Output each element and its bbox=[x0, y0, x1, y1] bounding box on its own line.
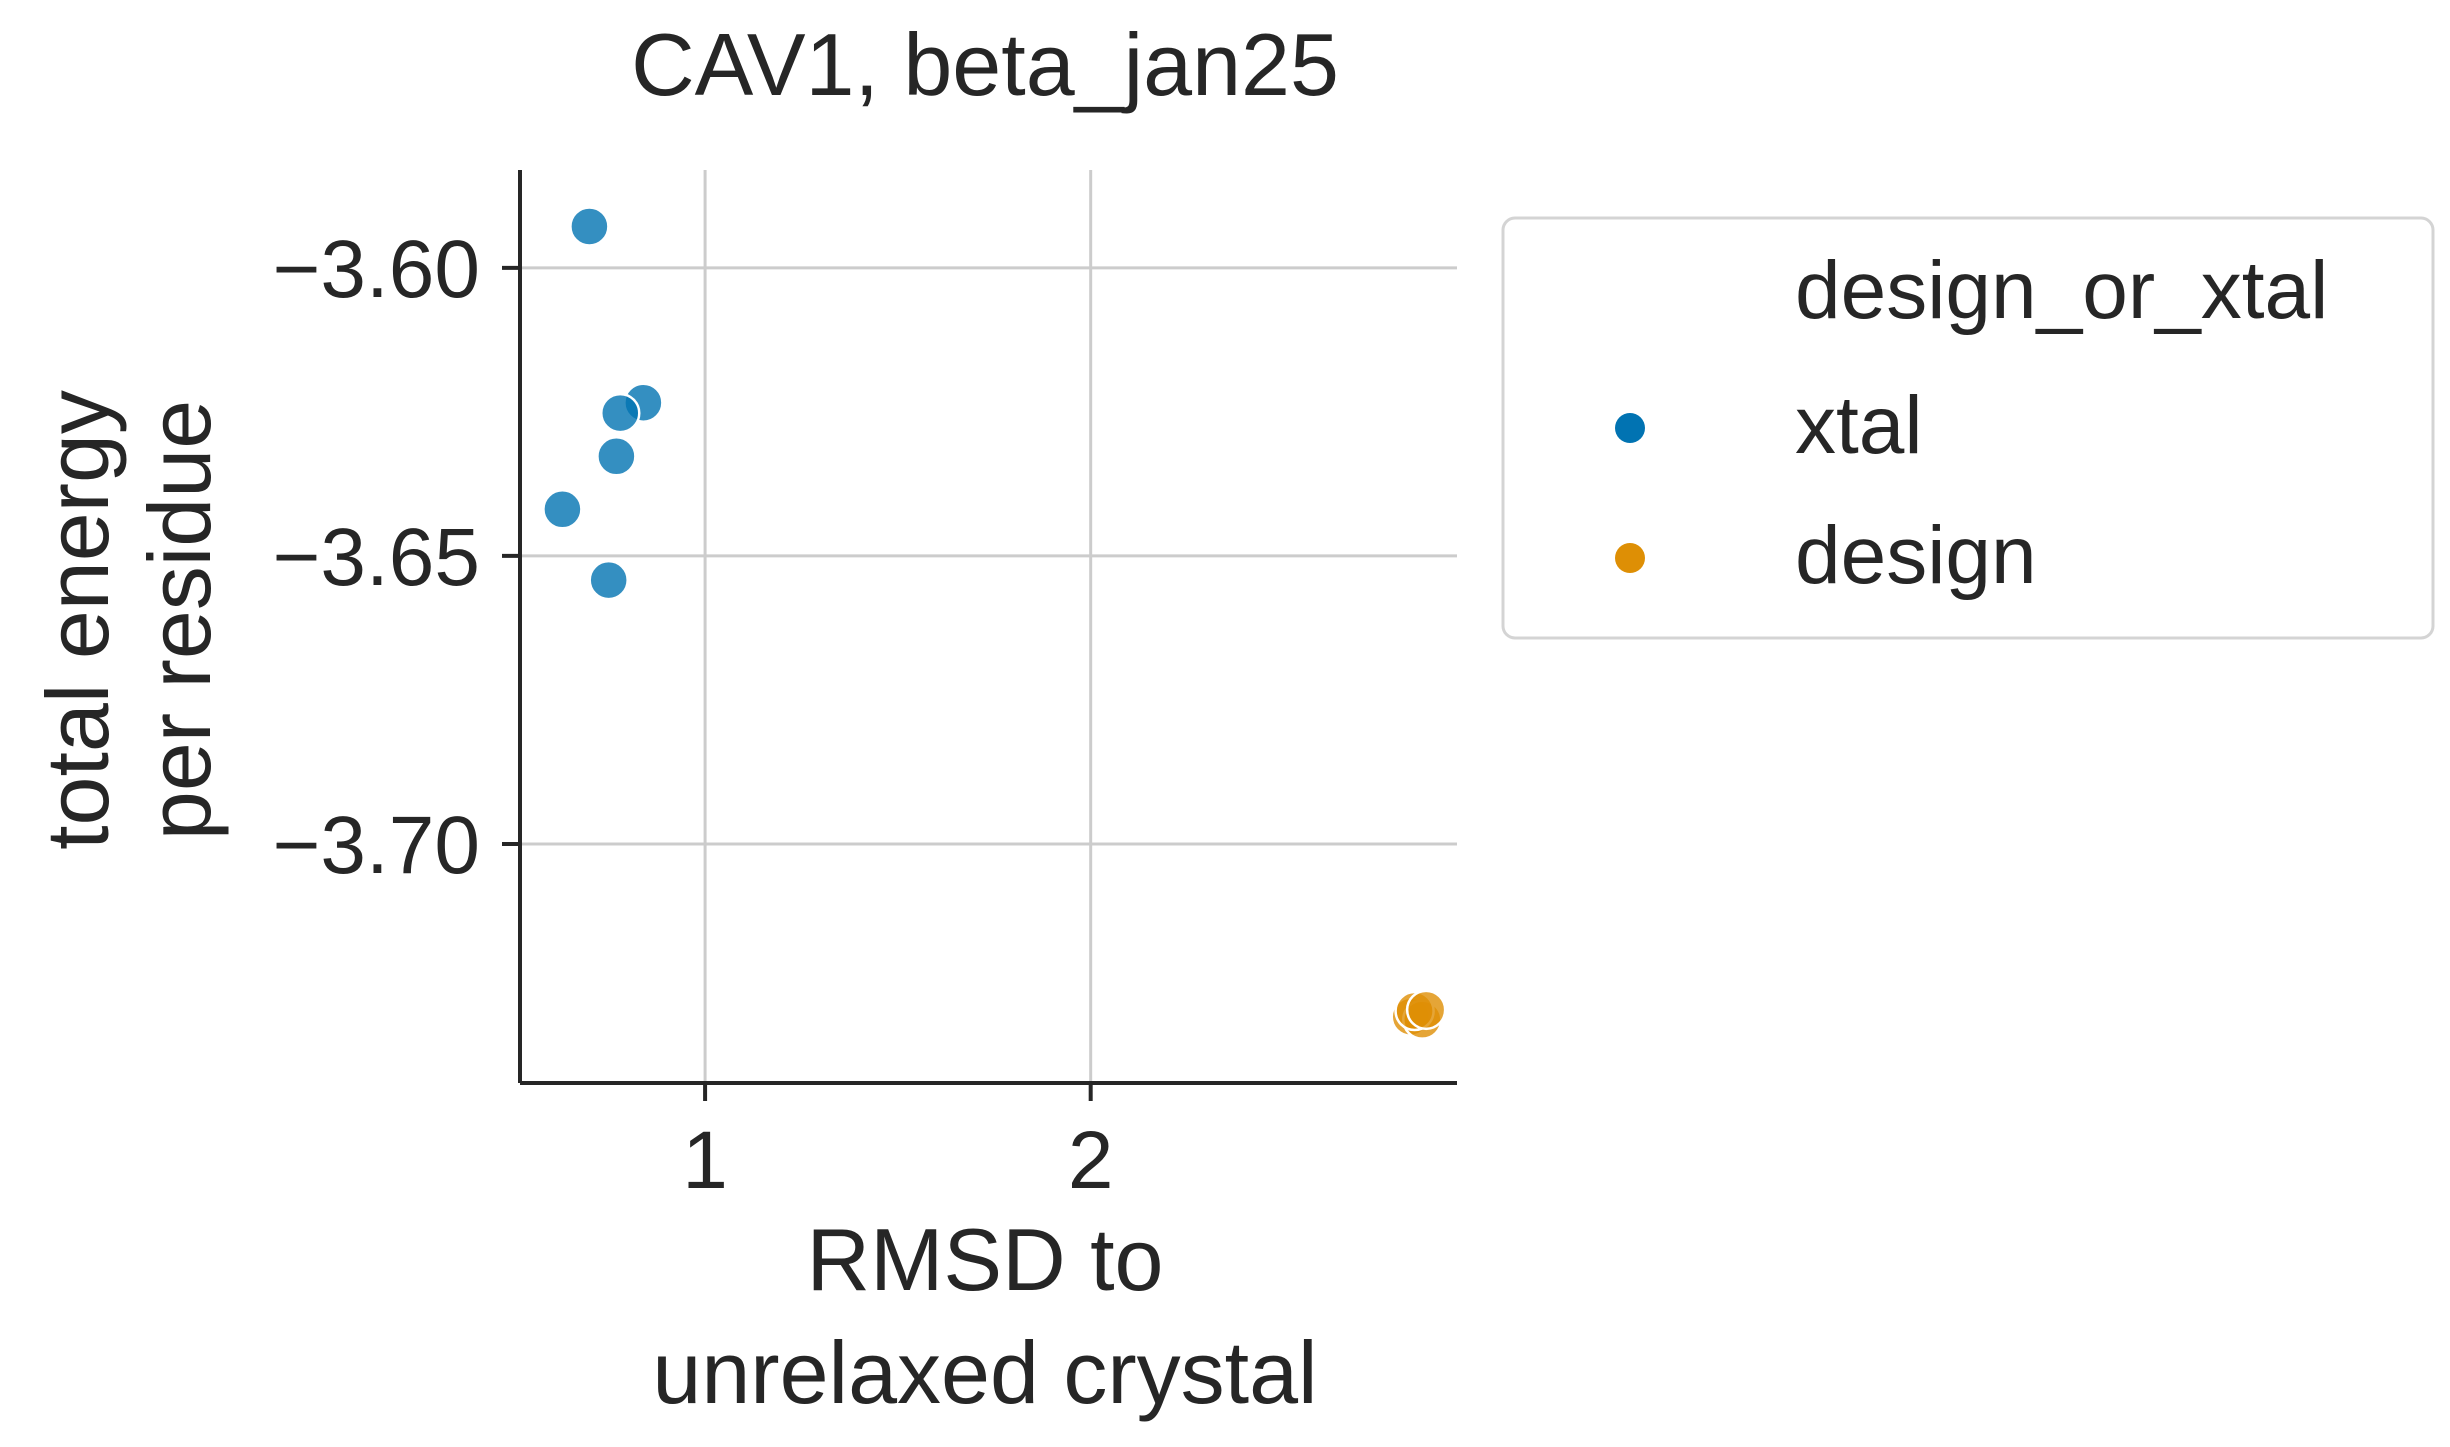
chart-title: CAV1, beta_jan25 bbox=[631, 15, 1339, 114]
legend-title: design_or_xtal bbox=[1795, 245, 2328, 336]
data-points bbox=[542, 206, 1447, 1040]
x-axis-label-line-2: unrelaxed crystal bbox=[652, 1323, 1317, 1422]
y-axis-label-line-1: total energy bbox=[28, 390, 127, 850]
axes bbox=[518, 170, 1457, 1085]
y-tick-label: −3.65 bbox=[273, 512, 480, 603]
grid bbox=[520, 170, 1457, 1083]
legend-label-design: design bbox=[1795, 510, 2037, 601]
legend: design_or_xtal xtal design bbox=[1501, 216, 2435, 640]
y-axis-label: total energy per residue bbox=[28, 390, 229, 850]
tick-labels: 1 2 −3.60 −3.65 −3.70 bbox=[273, 224, 1114, 1206]
x-tick-label: 1 bbox=[682, 1115, 728, 1206]
legend-frame bbox=[1501, 216, 2435, 640]
y-tick-label: −3.60 bbox=[273, 224, 480, 315]
y-axis-label-line-2: per residue bbox=[130, 400, 229, 840]
legend-marker-xtal bbox=[1615, 413, 1645, 443]
xtal-point bbox=[600, 392, 641, 434]
y-tick-label: −3.70 bbox=[273, 800, 480, 891]
legend-marker-design bbox=[1615, 543, 1645, 573]
xtal-point bbox=[569, 206, 610, 247]
design-point bbox=[1405, 989, 1447, 1031]
xtal-point bbox=[596, 436, 637, 477]
xtal-point bbox=[542, 489, 583, 530]
legend-label-xtal: xtal bbox=[1795, 380, 1923, 471]
xtal-point bbox=[588, 559, 629, 601]
x-axis-label-line-1: RMSD to bbox=[807, 1210, 1164, 1309]
x-tick-label: 2 bbox=[1068, 1115, 1114, 1206]
